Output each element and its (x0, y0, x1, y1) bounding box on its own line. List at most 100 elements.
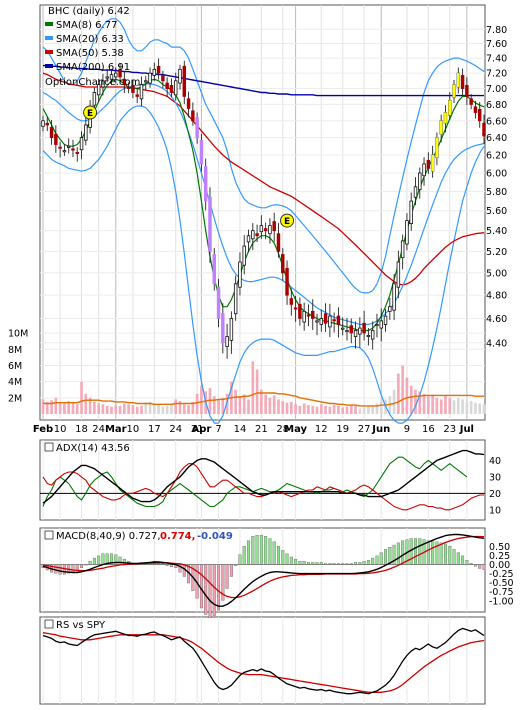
macd-histogram-bar (285, 553, 289, 565)
volume-bar (469, 401, 473, 414)
plus-di-line (42, 456, 468, 508)
candle-body-fill (435, 137, 439, 158)
volume-bar (465, 401, 469, 414)
candle-body (225, 336, 229, 347)
earnings-marker-label: E (284, 217, 290, 227)
x-tick-label: 10 (54, 424, 67, 435)
macd-histogram-bar (414, 538, 417, 565)
macd-histogram-bar (375, 555, 379, 565)
candle-body (375, 324, 379, 327)
volume-bar (97, 403, 100, 414)
x-tick-label: May (284, 424, 307, 435)
volume-bar (452, 400, 456, 414)
macd-histogram-bar (268, 538, 272, 565)
price-tick-label: 5.40 (486, 226, 507, 237)
x-tick-label: 19 (336, 424, 349, 435)
volume-bar (58, 402, 62, 414)
macd-tick-label: -0.75 (489, 587, 514, 598)
macd-histogram-bar (465, 560, 469, 565)
candle-body (285, 268, 289, 296)
candle-body (336, 315, 341, 325)
volume-bar (123, 403, 126, 414)
volume-bar (277, 399, 280, 414)
volume-bar (105, 405, 109, 414)
legend-swatch (45, 64, 53, 68)
volume-bar (101, 404, 105, 414)
x-tick-label: 10 (127, 424, 140, 435)
candle-body (229, 318, 234, 341)
macd-histogram-bar (443, 543, 447, 565)
candle-body (328, 315, 332, 328)
candle-body-fill (452, 84, 456, 98)
macd-histogram-bar (289, 556, 293, 565)
candle-body (323, 313, 328, 324)
volume-bar (397, 373, 400, 414)
watermark-text: OptionChance.com (45, 77, 140, 88)
volume-bar (354, 405, 357, 414)
candle-body (233, 283, 238, 315)
volume-bar (131, 405, 135, 414)
macd-histogram-bar (396, 542, 400, 565)
macd-legend-entry: 0.774, (160, 531, 195, 542)
earnings-marker-icon (280, 213, 295, 228)
candle-body (118, 69, 122, 78)
volume-bar (208, 388, 212, 414)
candle-body (41, 120, 45, 127)
candle-body (178, 68, 182, 84)
legend-swatch (45, 36, 53, 40)
x-tick-label: 12 (315, 424, 328, 435)
volume-bar (418, 391, 422, 414)
macd-histogram-bar (199, 564, 203, 609)
price-tick-label: 4.80 (486, 291, 507, 302)
price-tick-label: 7.40 (486, 54, 507, 65)
candle-body (79, 137, 84, 151)
macd-histogram-bar (366, 560, 370, 565)
macd-histogram-bar (264, 536, 268, 565)
candle-body (276, 233, 281, 252)
candle-body (105, 76, 109, 79)
candle-body (58, 146, 62, 149)
candle-body-fill (456, 73, 460, 87)
price-legend-entry: SMA(200) 6.91 (56, 62, 130, 73)
volume-tick-label: 2M (8, 393, 22, 404)
candle-body (366, 334, 371, 338)
candle-body (71, 148, 75, 151)
candle-body-fill (448, 100, 452, 115)
price-tick-label: 4.40 (486, 338, 507, 349)
macd-histogram-bar (456, 552, 460, 565)
volume-bar (71, 401, 75, 414)
price-tick-label: 5.00 (486, 268, 507, 279)
volume-bar (93, 401, 96, 414)
volume-bar (349, 405, 353, 414)
volume-bar (75, 404, 79, 414)
price-tick-label: 7.80 (486, 25, 507, 36)
candle-body (353, 330, 358, 338)
volume-bar (448, 397, 452, 414)
macd-histogram-bar (409, 538, 413, 565)
volume-bar (474, 402, 477, 414)
volume-bar (324, 405, 327, 414)
x-tick-label: Jul (459, 424, 474, 435)
price-tick-label: 5.60 (486, 206, 507, 217)
price-tick-label: 6.00 (486, 168, 507, 179)
candle-body (92, 92, 97, 106)
candle-body (418, 172, 422, 191)
candle-body (409, 200, 413, 225)
volume-bar (319, 404, 323, 414)
volume-bar (444, 395, 447, 414)
candle-body (383, 315, 388, 325)
candle-body-fill (431, 154, 434, 172)
price-tick-label: 7.00 (486, 84, 507, 95)
macd-signal-line (42, 535, 485, 599)
x-tick-label: 7 (215, 424, 221, 435)
volume-bar (50, 400, 53, 414)
candle-body (49, 127, 54, 139)
candle-body (306, 314, 311, 317)
macd-histogram-bar (431, 541, 435, 565)
macd-histogram-bar (302, 561, 306, 565)
volume-bar (456, 397, 460, 414)
legend-swatch (44, 442, 54, 452)
volume-bar (439, 399, 443, 414)
volume-tick-label: 10M (8, 329, 28, 340)
volume-bar (290, 401, 293, 414)
